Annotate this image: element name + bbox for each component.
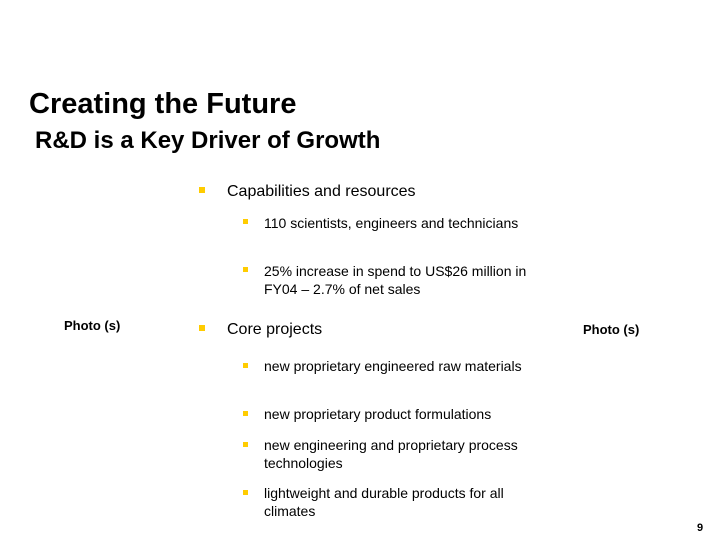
photo-placeholder-right: Photo (s) (583, 322, 640, 337)
sub-bullet-formulations: new proprietary product formulations (264, 406, 492, 422)
sub-bullet-marker (243, 363, 248, 368)
sub-bullet-scientists: 110 scientists, engineers and technician… (264, 215, 519, 231)
sub-bullet-marker (243, 267, 248, 272)
sub-bullet-raw-materials: new proprietary engineered raw materials (264, 358, 522, 374)
bullet-marker (199, 187, 205, 193)
sub-bullet-marker (243, 411, 248, 416)
bullet-capabilities: Capabilities and resources (227, 183, 416, 200)
sub-bullet-process-technologies: new engineering and proprietary process … (264, 437, 518, 471)
page-number: 9 (697, 522, 704, 534)
photo-placeholder-left: Photo (s) (64, 318, 121, 333)
sub-bullet-lightweight-products: lightweight and durable products for all… (264, 485, 504, 519)
bullet-marker (199, 325, 205, 331)
bullet-core-projects: Core projects (227, 321, 323, 338)
sub-bullet-marker (243, 442, 248, 447)
sub-bullet-marker (243, 219, 248, 224)
sub-bullet-marker (243, 490, 248, 495)
slide-title: Creating the Future (29, 88, 297, 120)
sub-bullet-spend: 25% increase in spend to US$26 million i… (264, 263, 527, 297)
slide-subtitle: R&D is a Key Driver of Growth (35, 127, 381, 154)
